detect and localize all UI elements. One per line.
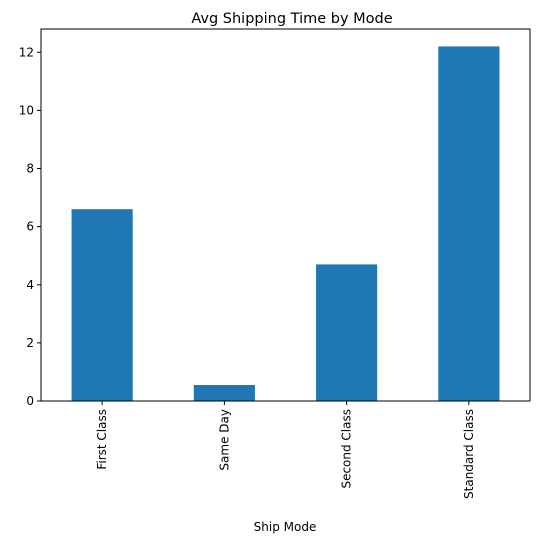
bar-standard-class bbox=[438, 46, 500, 401]
x-tick-label: Same Day bbox=[217, 409, 231, 471]
bar-second-class bbox=[316, 264, 378, 401]
y-tick-label: 8 bbox=[26, 162, 34, 176]
y-tick-label: 2 bbox=[26, 336, 34, 350]
x-tick-label: Standard Class bbox=[462, 409, 476, 499]
bar-same-day bbox=[193, 385, 255, 401]
x-axis-label: Ship Mode bbox=[254, 520, 317, 534]
y-tick-label: 10 bbox=[19, 103, 34, 117]
y-tick-label: 6 bbox=[26, 220, 34, 234]
y-tick-label: 0 bbox=[26, 394, 34, 408]
x-axis: First Class Same Day Second Class Standard … bbox=[95, 401, 476, 499]
y-tick-label: 12 bbox=[19, 45, 34, 59]
bars-group bbox=[71, 46, 500, 401]
y-axis: 0 2 4 6 8 10 12 bbox=[19, 45, 41, 408]
bar-first-class bbox=[71, 209, 133, 401]
x-tick-label: Second Class bbox=[340, 409, 354, 489]
y-tick-label: 4 bbox=[26, 278, 34, 292]
plot-frame bbox=[40, 28, 531, 402]
x-tick-label: First Class bbox=[95, 409, 109, 470]
chart-title: Avg Shipping Time by Mode bbox=[191, 11, 392, 27]
